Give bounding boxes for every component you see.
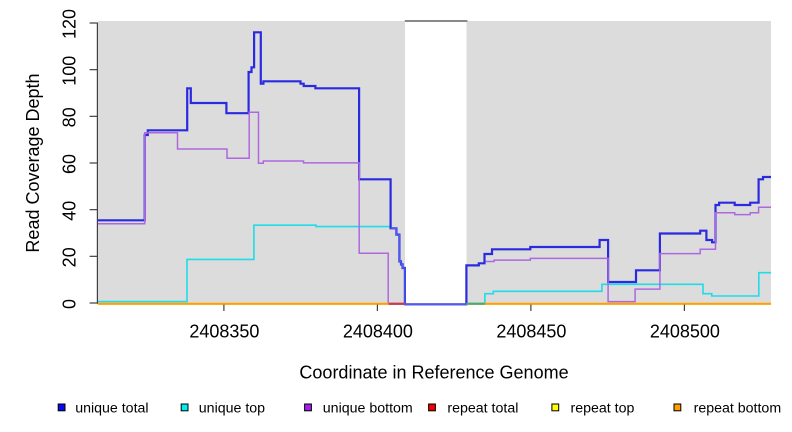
svg-text:2408400: 2408400	[343, 322, 413, 342]
svg-text:80: 80	[60, 107, 80, 127]
svg-text:repeat total: repeat total	[447, 400, 518, 416]
svg-text:40: 40	[60, 201, 80, 221]
svg-text:120: 120	[60, 9, 80, 39]
svg-text:2408350: 2408350	[189, 322, 259, 342]
svg-text:20: 20	[60, 247, 80, 267]
svg-text:0: 0	[60, 299, 80, 309]
svg-text:unique top: unique top	[199, 400, 265, 416]
svg-text:Read Coverage Depth: Read Coverage Depth	[23, 73, 43, 252]
svg-text:Coordinate in Reference Genome: Coordinate in Reference Genome	[299, 362, 568, 382]
svg-text:repeat bottom: repeat bottom	[694, 400, 782, 416]
svg-text:repeat top: repeat top	[571, 400, 635, 416]
svg-text:unique total: unique total	[75, 400, 148, 416]
svg-text:100: 100	[60, 56, 80, 86]
svg-text:2408450: 2408450	[496, 322, 566, 342]
svg-text:60: 60	[60, 154, 80, 174]
svg-text:2408500: 2408500	[650, 322, 720, 342]
svg-text:unique bottom: unique bottom	[323, 400, 413, 416]
